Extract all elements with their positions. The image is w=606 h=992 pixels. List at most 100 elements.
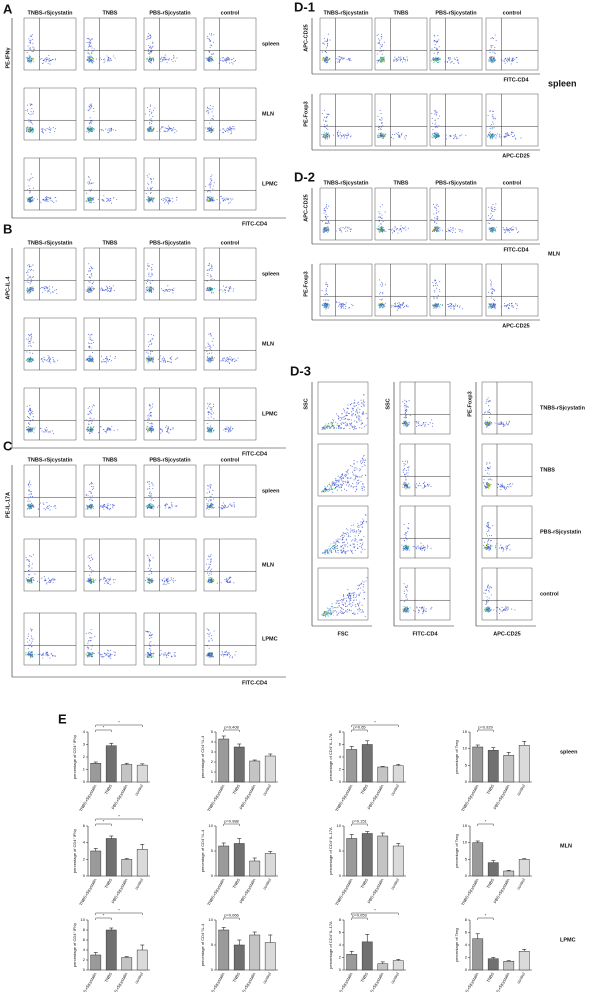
event-dot bbox=[30, 630, 33, 632]
event-dot bbox=[88, 189, 90, 191]
event-dot bbox=[399, 60, 402, 62]
event-dot bbox=[454, 134, 456, 136]
event-dot bbox=[505, 135, 508, 137]
event-dot bbox=[91, 53, 93, 55]
event-dot bbox=[233, 358, 235, 360]
event-dot bbox=[227, 199, 229, 201]
event-dot bbox=[456, 136, 458, 138]
event-dot bbox=[89, 130, 91, 132]
event-dot bbox=[228, 361, 230, 363]
event-dot bbox=[326, 40, 328, 43]
plot-frame bbox=[143, 87, 197, 141]
event-dot bbox=[89, 413, 91, 415]
event-dot bbox=[28, 357, 30, 359]
flow-plot bbox=[203, 157, 257, 211]
event-dot bbox=[230, 426, 232, 428]
event-dot bbox=[103, 578, 105, 580]
event-dot bbox=[206, 58, 209, 60]
event-dot bbox=[169, 579, 171, 582]
event-dot bbox=[506, 59, 508, 61]
event-dot bbox=[149, 57, 151, 59]
event-dot bbox=[88, 632, 90, 634]
event-dot bbox=[210, 197, 212, 199]
event-dot bbox=[88, 56, 90, 58]
event-dot bbox=[149, 119, 151, 121]
x-axis-label: FITC-CD4 bbox=[242, 221, 268, 227]
event-dot bbox=[438, 60, 440, 62]
event-dot bbox=[346, 134, 348, 136]
event-dot bbox=[159, 653, 161, 656]
event-dot bbox=[86, 273, 89, 276]
event-dot bbox=[168, 582, 170, 585]
event-dot bbox=[148, 199, 150, 202]
event-dot bbox=[31, 113, 33, 115]
event-dot bbox=[88, 175, 90, 178]
event-dot bbox=[151, 269, 153, 271]
event-dot bbox=[107, 503, 109, 505]
event-dot bbox=[171, 289, 174, 291]
flow-plot bbox=[203, 317, 257, 371]
event-dot bbox=[220, 582, 222, 584]
event-dot bbox=[31, 640, 33, 642]
event-dot bbox=[88, 126, 90, 128]
event-dot bbox=[165, 200, 167, 202]
event-dot bbox=[224, 291, 226, 293]
event-dot bbox=[174, 505, 176, 507]
event-dot bbox=[149, 651, 152, 653]
event-dot bbox=[166, 130, 168, 132]
event-dot bbox=[101, 361, 103, 363]
event-dot bbox=[151, 342, 153, 344]
event-dot bbox=[29, 420, 31, 422]
event-dot bbox=[207, 273, 209, 275]
event-dot bbox=[150, 407, 152, 409]
event-dot bbox=[145, 426, 147, 428]
event-dot bbox=[107, 59, 109, 61]
plot-frame bbox=[203, 317, 257, 371]
event-dot bbox=[208, 57, 210, 59]
event-dot bbox=[225, 580, 227, 583]
event-dot bbox=[91, 127, 93, 129]
event-dot bbox=[210, 582, 213, 584]
event-dot bbox=[27, 500, 29, 502]
event-dot bbox=[42, 129, 44, 131]
event-dot bbox=[167, 579, 169, 581]
event-dot bbox=[91, 419, 93, 421]
event-dot bbox=[206, 579, 208, 582]
event-dot bbox=[167, 429, 169, 431]
event-dot bbox=[47, 199, 49, 201]
event-dot bbox=[336, 134, 339, 136]
event-dot bbox=[222, 358, 224, 360]
event-dot bbox=[406, 60, 408, 62]
event-dot bbox=[231, 360, 233, 362]
event-dot bbox=[153, 290, 155, 292]
event-dot bbox=[42, 132, 45, 134]
x-axis-label: FITC-CD4 bbox=[242, 680, 268, 686]
event-dot bbox=[168, 128, 170, 131]
event-dot bbox=[380, 126, 382, 128]
event-dot bbox=[99, 579, 101, 581]
event-dot bbox=[488, 49, 490, 51]
event-dot bbox=[89, 574, 91, 576]
event-dot bbox=[150, 112, 152, 114]
event-dot bbox=[227, 59, 229, 61]
event-dot bbox=[29, 55, 31, 57]
event-dot bbox=[222, 505, 224, 507]
event-dot bbox=[216, 199, 218, 201]
event-dot bbox=[151, 406, 154, 408]
event-dot bbox=[210, 416, 212, 418]
event-dot bbox=[167, 290, 169, 292]
plot-frame bbox=[203, 247, 257, 301]
event-dot bbox=[26, 652, 28, 654]
event-dot bbox=[109, 355, 111, 357]
event-dot bbox=[151, 57, 153, 59]
event-dot bbox=[151, 263, 153, 265]
event-dot bbox=[92, 487, 94, 489]
event-dot bbox=[89, 123, 91, 125]
event-dot bbox=[436, 111, 438, 113]
event-dot bbox=[210, 408, 213, 410]
event-dot bbox=[92, 569, 94, 572]
event-dot bbox=[227, 581, 230, 583]
event-dot bbox=[30, 581, 33, 583]
event-dot bbox=[209, 412, 211, 414]
event-dot bbox=[382, 59, 384, 61]
